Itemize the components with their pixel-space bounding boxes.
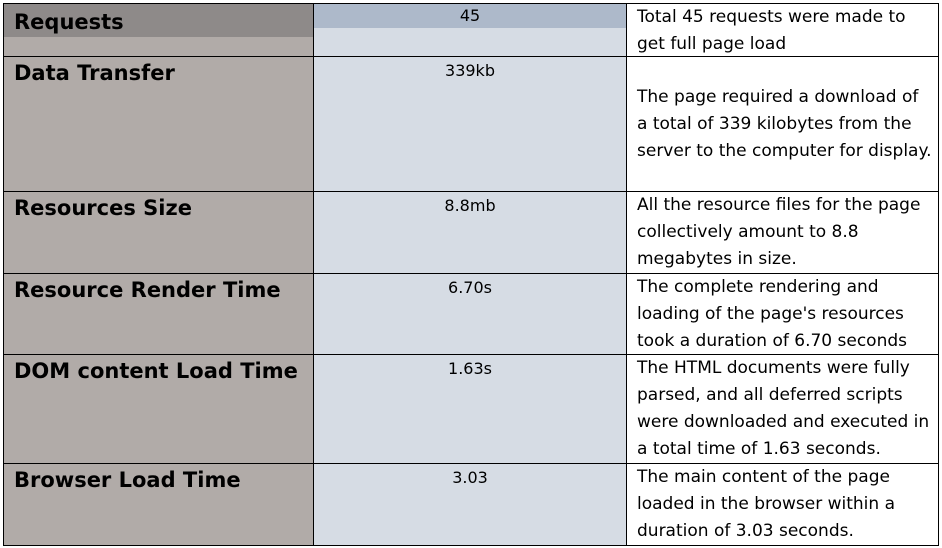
metric-value: 339kb xyxy=(445,61,495,80)
value-cell: 339kb xyxy=(314,57,627,192)
metric-value: 1.63s xyxy=(448,359,492,378)
metric-label: Resources Size xyxy=(14,196,192,220)
metric-description: Total 45 requests were made to get full … xyxy=(637,7,906,54)
performance-metrics-table: Requests 45 Total 45 requests were made … xyxy=(3,3,939,546)
metric-description: The main content of the page loaded in t… xyxy=(637,467,895,541)
description-cell: The complete rendering and loading of th… xyxy=(627,274,939,355)
metric-value: 8.8mb xyxy=(444,196,496,215)
metric-label: DOM content Load Time xyxy=(14,359,298,383)
metric-label: Resource Render Time xyxy=(14,278,281,302)
metric-label: Data Transfer xyxy=(14,61,175,85)
description-cell: The main content of the page loaded in t… xyxy=(627,464,939,546)
header-band xyxy=(4,4,313,37)
metric-description: The HTML documents were fully parsed, an… xyxy=(637,358,930,459)
metric-cell: Resource Render Time xyxy=(4,274,314,355)
metric-cell: Data Transfer xyxy=(4,57,314,192)
header-band xyxy=(314,4,626,28)
metric-cell: DOM content Load Time xyxy=(4,355,314,464)
value-cell: 3.03 xyxy=(314,464,627,546)
value-cell: 1.63s xyxy=(314,355,627,464)
metric-cell: Browser Load Time xyxy=(4,464,314,546)
metric-cell: Resources Size xyxy=(4,192,314,274)
metric-description: All the resource files for the page coll… xyxy=(637,195,921,269)
description-cell: All the resource files for the page coll… xyxy=(627,192,939,274)
metric-description: The page required a download of a total … xyxy=(637,87,932,161)
description-cell: Total 45 requests were made to get full … xyxy=(627,4,939,57)
metric-value: 3.03 xyxy=(452,468,488,487)
metric-cell: Requests xyxy=(4,4,314,57)
metric-label: Requests xyxy=(14,10,124,34)
metric-label: Browser Load Time xyxy=(14,468,241,492)
value-cell: 8.8mb xyxy=(314,192,627,274)
value-cell: 45 xyxy=(314,4,627,57)
metric-value: 45 xyxy=(459,6,481,25)
value-cell: 6.70s xyxy=(314,274,627,355)
metric-value: 6.70s xyxy=(448,278,492,297)
description-cell: The HTML documents were fully parsed, an… xyxy=(627,355,939,464)
description-cell: The page required a download of a total … xyxy=(627,57,939,192)
metric-description: The complete rendering and loading of th… xyxy=(637,277,908,351)
